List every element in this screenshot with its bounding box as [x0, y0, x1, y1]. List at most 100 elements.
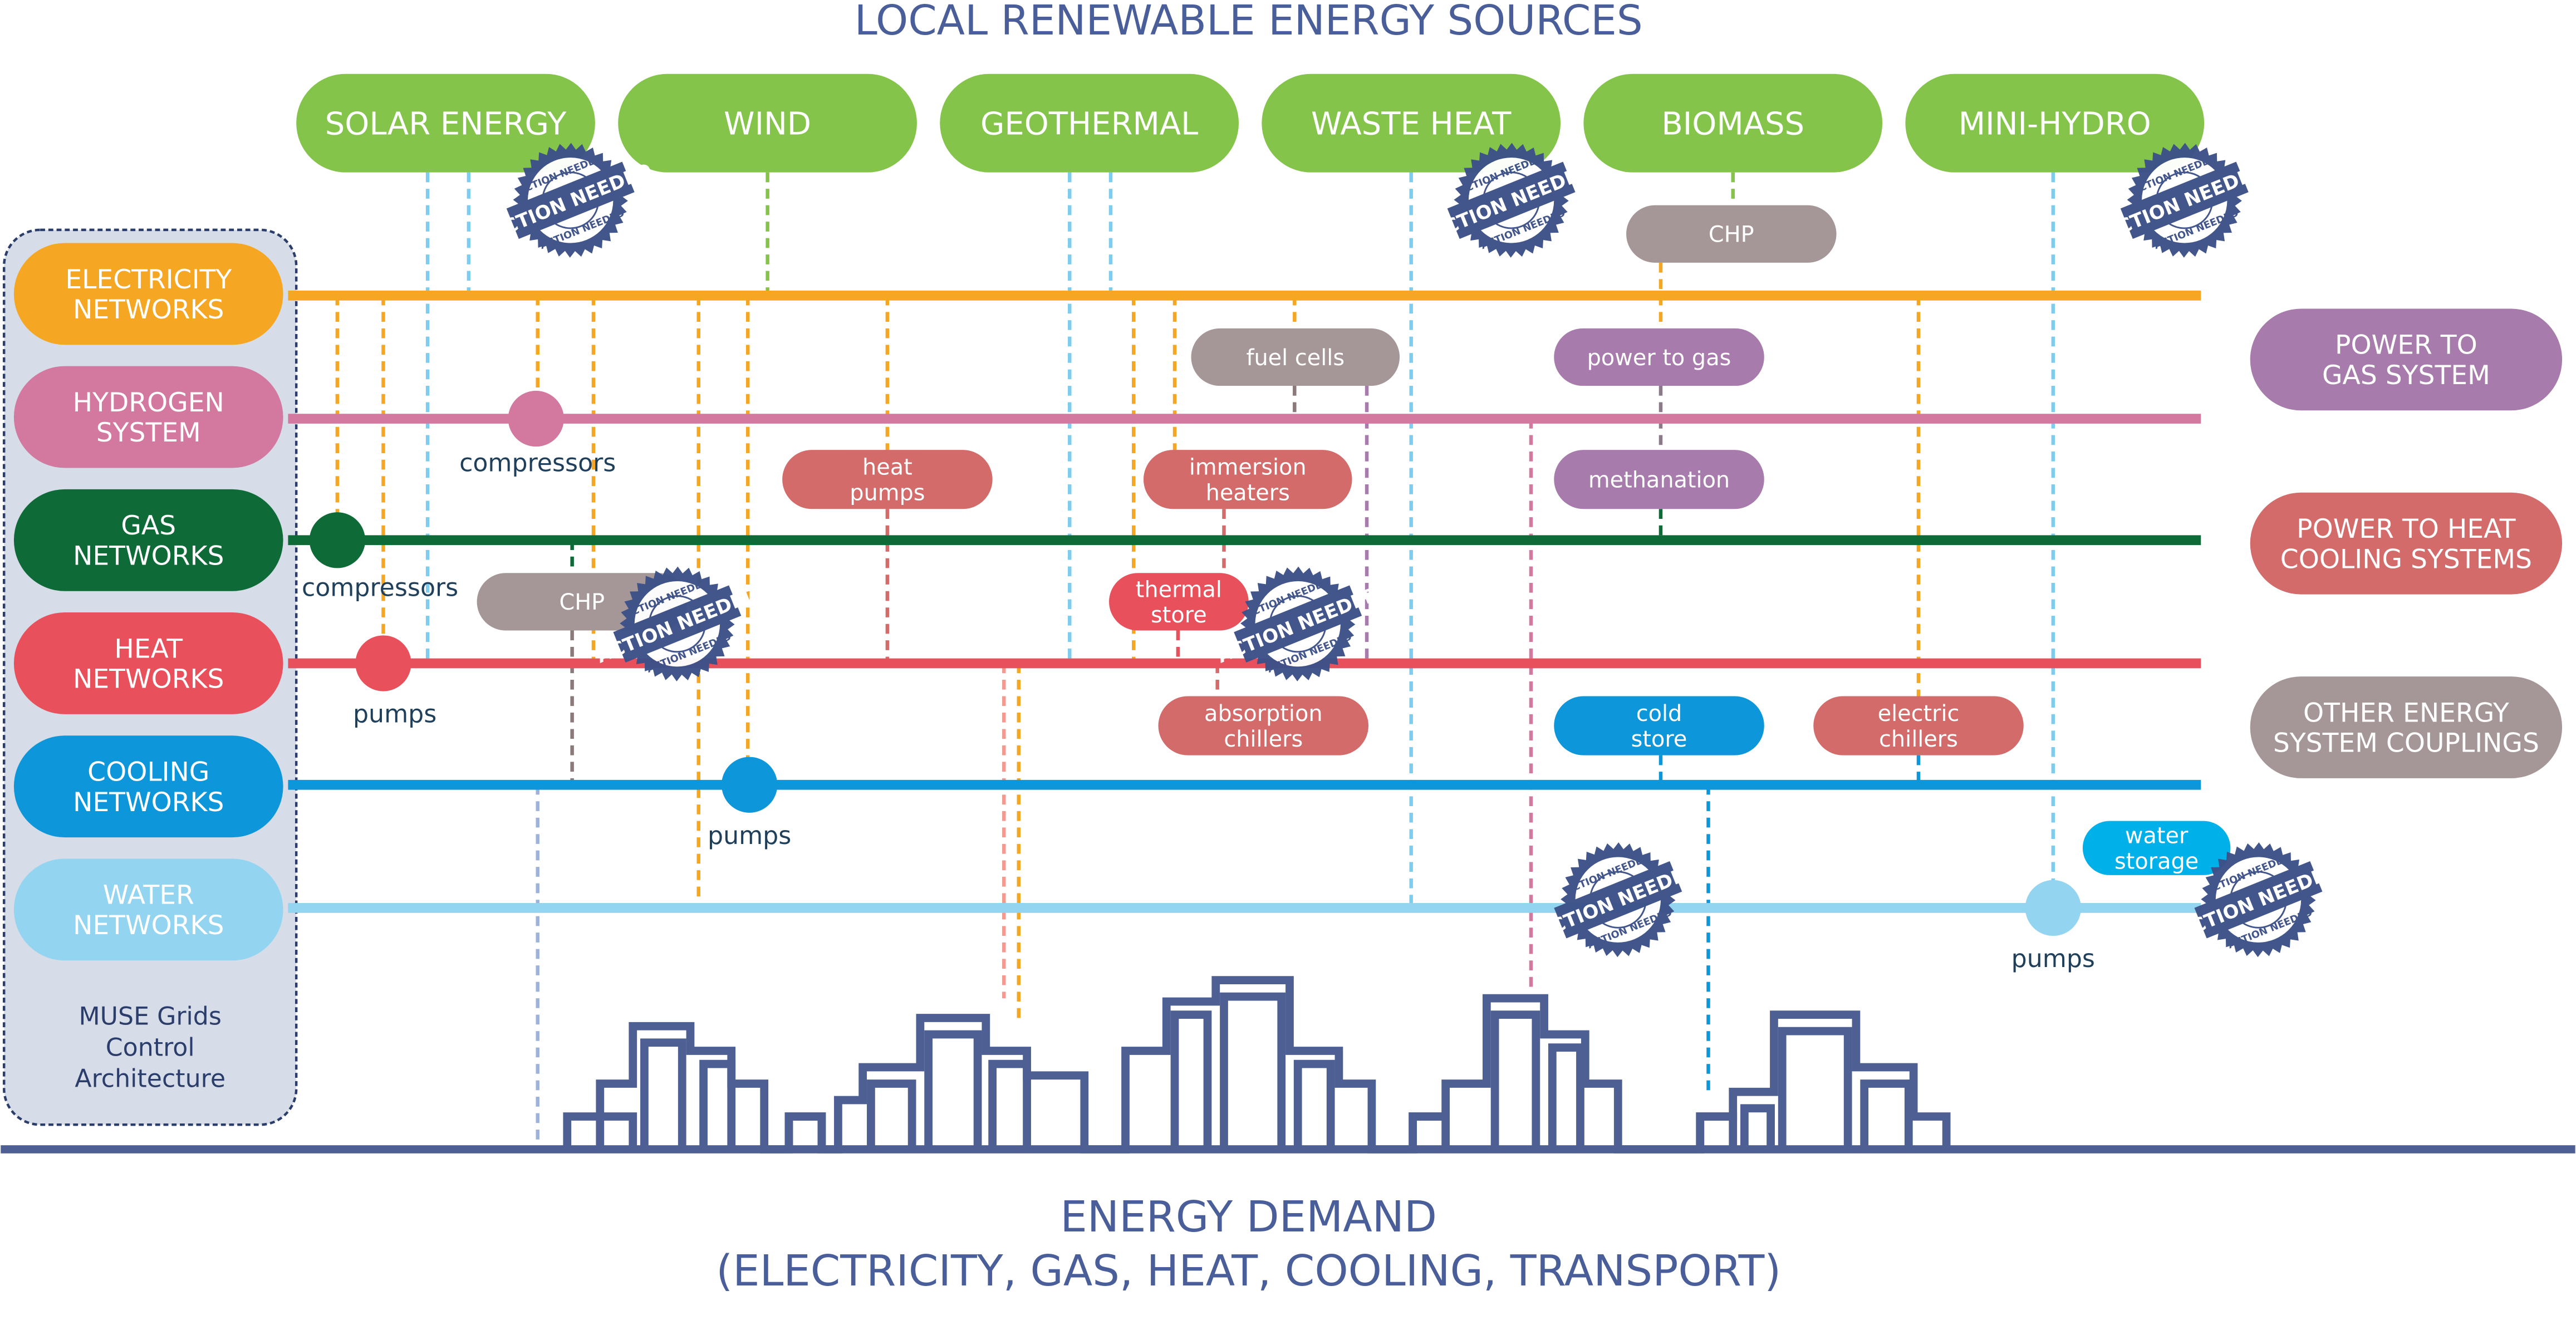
source-wind: WIND	[618, 73, 917, 173]
component-electric-chillers-label: chillers	[1879, 727, 1958, 752]
component-fuel-cells: fuel cells	[1191, 328, 1400, 386]
building	[596, 1112, 637, 1150]
node-circle	[508, 390, 564, 447]
component-immersion-heaters-shape	[1143, 450, 1352, 509]
network-lines	[288, 291, 2201, 913]
component-electric-chillers-shape	[1813, 696, 2024, 755]
network-cooling-label: NETWORKS	[73, 787, 224, 818]
source-solar-energy-label: SOLAR ENERGY	[325, 106, 567, 142]
coupling-item-label: POWER TO HEAT	[2297, 514, 2516, 544]
component-cold-store-shape	[1554, 696, 1764, 755]
connection-lines	[335, 172, 2055, 1141]
network-heat-label: NETWORKS	[73, 664, 224, 695]
network-hydrogen-shape	[13, 366, 283, 468]
panel-caption: Architecture	[75, 1064, 225, 1093]
source-biomass-shape	[1583, 73, 1883, 173]
component-water-storage-shape	[2082, 821, 2231, 875]
building	[699, 1059, 736, 1150]
component-CHP-label: CHP	[1709, 222, 1754, 248]
component-heat-pumps-label: pumps	[850, 480, 925, 506]
building	[1860, 1079, 1913, 1150]
stamp-band	[613, 585, 742, 663]
component-power-to-gas: power to gas	[1554, 328, 1764, 386]
network-gas-shape	[13, 489, 283, 591]
component-cold-store-label: cold	[1636, 701, 1682, 727]
source-wind-shape	[618, 73, 917, 173]
coupling-item-label: OTHER ENERGY	[2303, 698, 2509, 728]
source-wind-label: WIND	[724, 106, 811, 142]
node-circle	[2025, 880, 2081, 936]
component-methanation: methanation	[1554, 450, 1764, 509]
network-electricity-shape	[13, 243, 283, 345]
source-geothermal: GEOTHERMAL	[940, 73, 1239, 173]
node-label: pumps	[708, 822, 791, 850]
source-waste-heat-label: WASTE HEAT	[1311, 106, 1512, 142]
component-thermal-store-label: thermal	[1136, 577, 1222, 602]
component-immersion-heaters-label: immersion	[1189, 455, 1307, 480]
source-geothermal-shape	[940, 73, 1239, 173]
stamp-band	[2194, 861, 2323, 939]
building	[1490, 1010, 1540, 1150]
network-heat-label: HEAT	[114, 634, 183, 664]
coupling-item-label: GAS SYSTEM	[2322, 360, 2490, 391]
network-cooling-shape	[13, 735, 283, 838]
network-hydrogen-label: SYSTEM	[96, 418, 201, 448]
component-electric-chillers-label: electric	[1878, 701, 1960, 727]
network-water-shape	[13, 858, 283, 961]
coupling-item-label: SYSTEM COUPLINGS	[2273, 728, 2539, 759]
node-circle	[722, 757, 778, 813]
source-mini-hydro-shape	[1905, 73, 2205, 173]
network-water-label: NETWORKS	[73, 910, 224, 941]
coupling-item-shape	[2250, 676, 2563, 778]
panel-caption: Control	[106, 1033, 195, 1062]
source-solar-energy-shape	[296, 73, 595, 173]
stamp-band	[506, 161, 635, 239]
node-label: compressors	[459, 449, 616, 477]
network-electricity-label: NETWORKS	[73, 295, 224, 325]
node-label: pumps	[353, 700, 436, 729]
component-methanation-shape	[1554, 450, 1764, 509]
panel-caption: MUSE Grids	[78, 1002, 221, 1030]
stamp-band	[1554, 861, 1682, 939]
component-heat-pumps-shape	[782, 450, 993, 509]
building	[1293, 1059, 1335, 1150]
component-thermal-store-label: store	[1151, 602, 1207, 628]
network-electricity-label: ELECTRICITY	[65, 264, 232, 295]
node-label: compressors	[302, 574, 458, 602]
node-circle	[309, 512, 366, 568]
footer-subtitle: (ELECTRICITY, GAS, HEAT, COOLING, TRANSP…	[716, 1247, 1781, 1296]
component-CHP: CHP	[1626, 205, 1837, 263]
coupling-item-shape	[2250, 492, 2563, 595]
coupling-item-label: COOLING SYSTEMS	[2280, 544, 2532, 575]
node-circle	[355, 635, 411, 691]
node-label: pumps	[2011, 945, 2095, 973]
network-hydrogen-label: HYDROGEN	[73, 387, 224, 418]
building	[1778, 1027, 1852, 1150]
source-geothermal-label: GEOTHERMAL	[980, 106, 1198, 142]
building	[1548, 1043, 1584, 1150]
building	[1220, 992, 1286, 1150]
building	[924, 1030, 982, 1150]
city-skyline	[1, 976, 2575, 1154]
building	[784, 1112, 826, 1150]
building	[867, 1079, 916, 1150]
component-heat-pumps-label: heat	[862, 455, 912, 480]
network-water-label: WATER	[103, 880, 194, 911]
source-waste-heat: WASTE HEAT	[1262, 73, 1561, 173]
building	[640, 1038, 686, 1150]
network-gas-label: NETWORKS	[73, 541, 224, 571]
